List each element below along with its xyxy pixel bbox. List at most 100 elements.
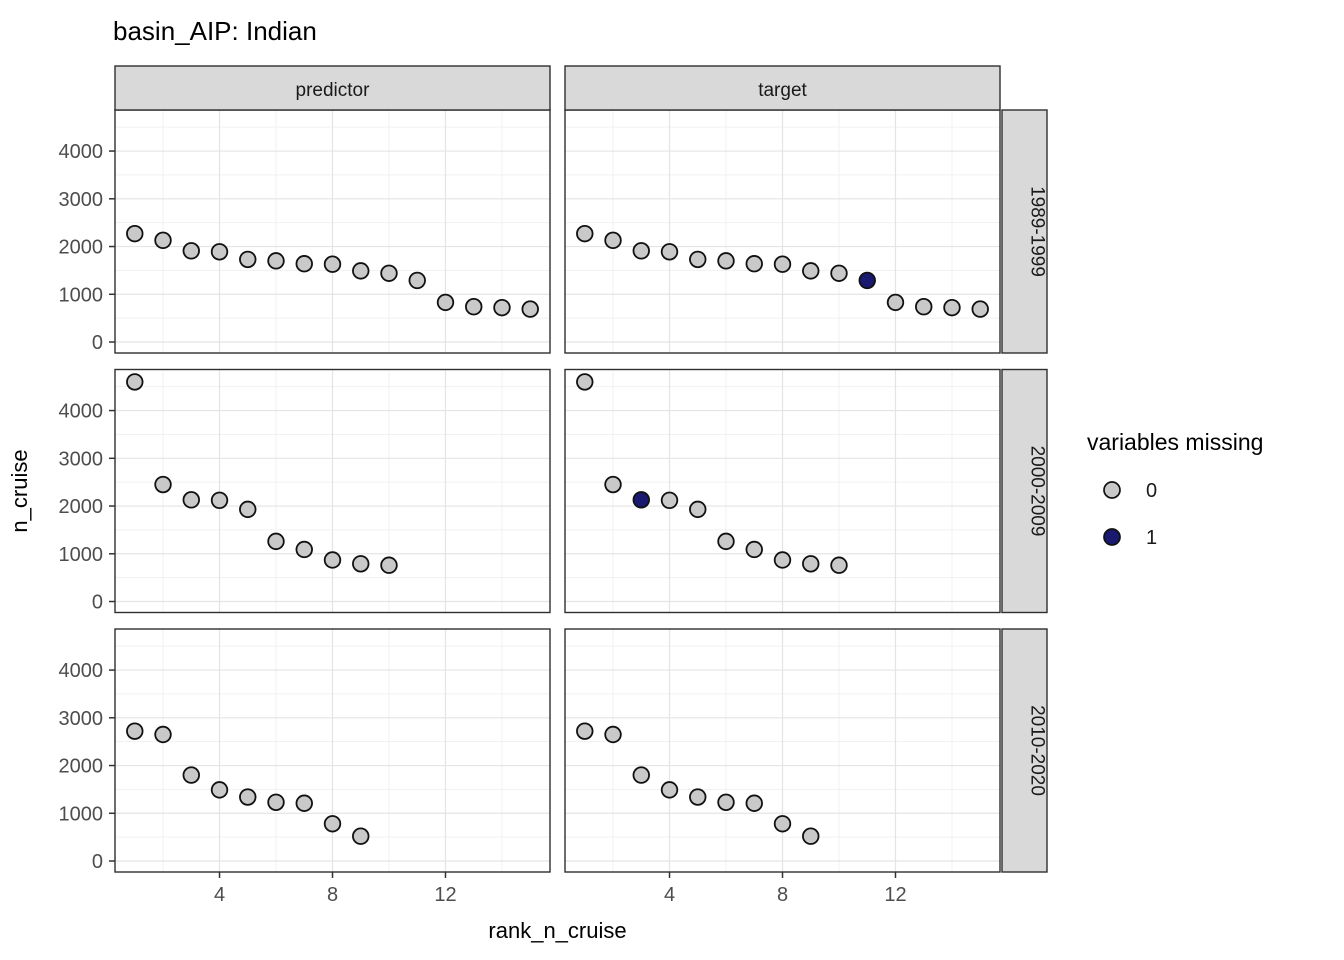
y-tick-label: 1000 — [59, 544, 104, 566]
plot-title: basin_AIP: Indian — [113, 16, 317, 46]
data-point — [126, 373, 144, 391]
data-point — [576, 722, 594, 740]
data-point — [773, 255, 792, 273]
data-point — [352, 555, 370, 573]
data-point — [802, 555, 820, 573]
x-tick-label: 8 — [777, 884, 788, 906]
data-point — [604, 231, 622, 250]
data-point-missing — [858, 271, 876, 290]
y-tick-label: 3000 — [59, 708, 104, 730]
data-point — [773, 551, 792, 569]
data-point — [210, 781, 229, 799]
data-point — [210, 243, 229, 261]
y-tick-label: 3000 — [59, 189, 104, 211]
y-tick-label: 0 — [92, 332, 103, 354]
data-point — [408, 271, 426, 290]
data-point — [465, 297, 483, 316]
panel-border — [114, 368, 551, 614]
data-point-missing — [632, 491, 650, 509]
data-point — [493, 298, 511, 317]
facet-row-label: 2010-2020 — [1027, 705, 1048, 796]
data-point — [295, 255, 313, 273]
data-point — [154, 231, 172, 250]
panel-predictor-1989-1999 — [114, 109, 551, 354]
panel-border — [564, 368, 1001, 614]
y-tick-label: 4000 — [59, 401, 104, 423]
x-tick-label: 12 — [434, 884, 456, 906]
data-point — [436, 293, 455, 312]
data-point — [380, 556, 398, 574]
data-point — [830, 556, 848, 574]
data-point — [660, 491, 679, 510]
x-tick-label: 4 — [214, 884, 225, 906]
data-point — [604, 725, 622, 744]
facet-row-strip-1989-1999: 1989-1999 — [1001, 109, 1048, 354]
facet-row-strip — [1001, 109, 1048, 354]
y-tick-label: 1000 — [59, 803, 104, 825]
data-point — [717, 793, 735, 811]
panel-target-2010-2020 — [564, 628, 1001, 873]
data-point — [267, 793, 285, 811]
data-point — [745, 794, 763, 812]
x-axis-title: rank_n_cruise — [488, 918, 626, 943]
facet-row-label: 1989-1999 — [1027, 186, 1048, 277]
data-point — [352, 827, 370, 845]
facet-column-label: predictor — [296, 80, 371, 101]
facet-row-strip-2010-2020: 2010-2020 — [1001, 628, 1048, 873]
panel-target-1989-1999 — [564, 109, 1001, 354]
data-point — [239, 250, 257, 269]
data-point — [239, 788, 257, 806]
data-point — [717, 532, 735, 551]
data-point — [295, 794, 313, 812]
data-point — [632, 242, 650, 260]
data-point — [267, 252, 285, 270]
legend-label: 1 — [1146, 527, 1157, 549]
data-point — [380, 264, 398, 282]
data-point — [717, 252, 735, 270]
y-tick-label: 2000 — [59, 237, 104, 259]
data-point — [323, 551, 342, 569]
data-point — [239, 500, 257, 519]
facet-row-strip — [1001, 628, 1048, 873]
panel-predictor-2000-2009 — [114, 368, 551, 614]
legend: variables missing 0 1 — [1087, 429, 1263, 549]
facet-column-label: target — [758, 80, 807, 101]
y-tick-label: 4000 — [59, 141, 104, 163]
legend-title: variables missing — [1087, 429, 1263, 455]
facet-row-strip-2000-2009: 2000-2009 — [1001, 368, 1048, 614]
data-point — [210, 491, 229, 510]
data-point — [154, 475, 172, 494]
y-tick-label: 4000 — [59, 660, 104, 682]
data-point — [660, 243, 679, 261]
data-point — [576, 373, 594, 391]
data-point — [295, 540, 313, 559]
data-point — [773, 815, 792, 833]
x-tick-label: 12 — [884, 884, 906, 906]
data-point — [182, 766, 200, 784]
data-point — [352, 262, 370, 280]
x-tick-label: 4 — [664, 884, 675, 906]
facet-column-strip — [564, 65, 1001, 111]
facet-row-label: 2000-2009 — [1027, 446, 1048, 537]
x-tick-label: 8 — [327, 884, 338, 906]
panel-target-2000-2009 — [564, 368, 1001, 614]
data-point — [660, 781, 679, 799]
data-point — [971, 300, 989, 318]
data-point — [267, 532, 285, 551]
data-point — [126, 224, 144, 243]
data-point — [689, 788, 707, 806]
data-point — [689, 500, 707, 519]
data-point — [154, 725, 172, 744]
data-point — [943, 298, 961, 317]
legend-key-0-icon — [1103, 481, 1121, 499]
data-point — [576, 224, 594, 243]
y-tick-label: 2000 — [59, 756, 104, 778]
data-point — [604, 475, 622, 494]
data-point — [182, 491, 200, 509]
data-point — [126, 722, 144, 740]
y-tick-label: 0 — [92, 592, 103, 614]
panel-predictor-2010-2020 — [114, 628, 551, 873]
data-point — [745, 255, 763, 273]
